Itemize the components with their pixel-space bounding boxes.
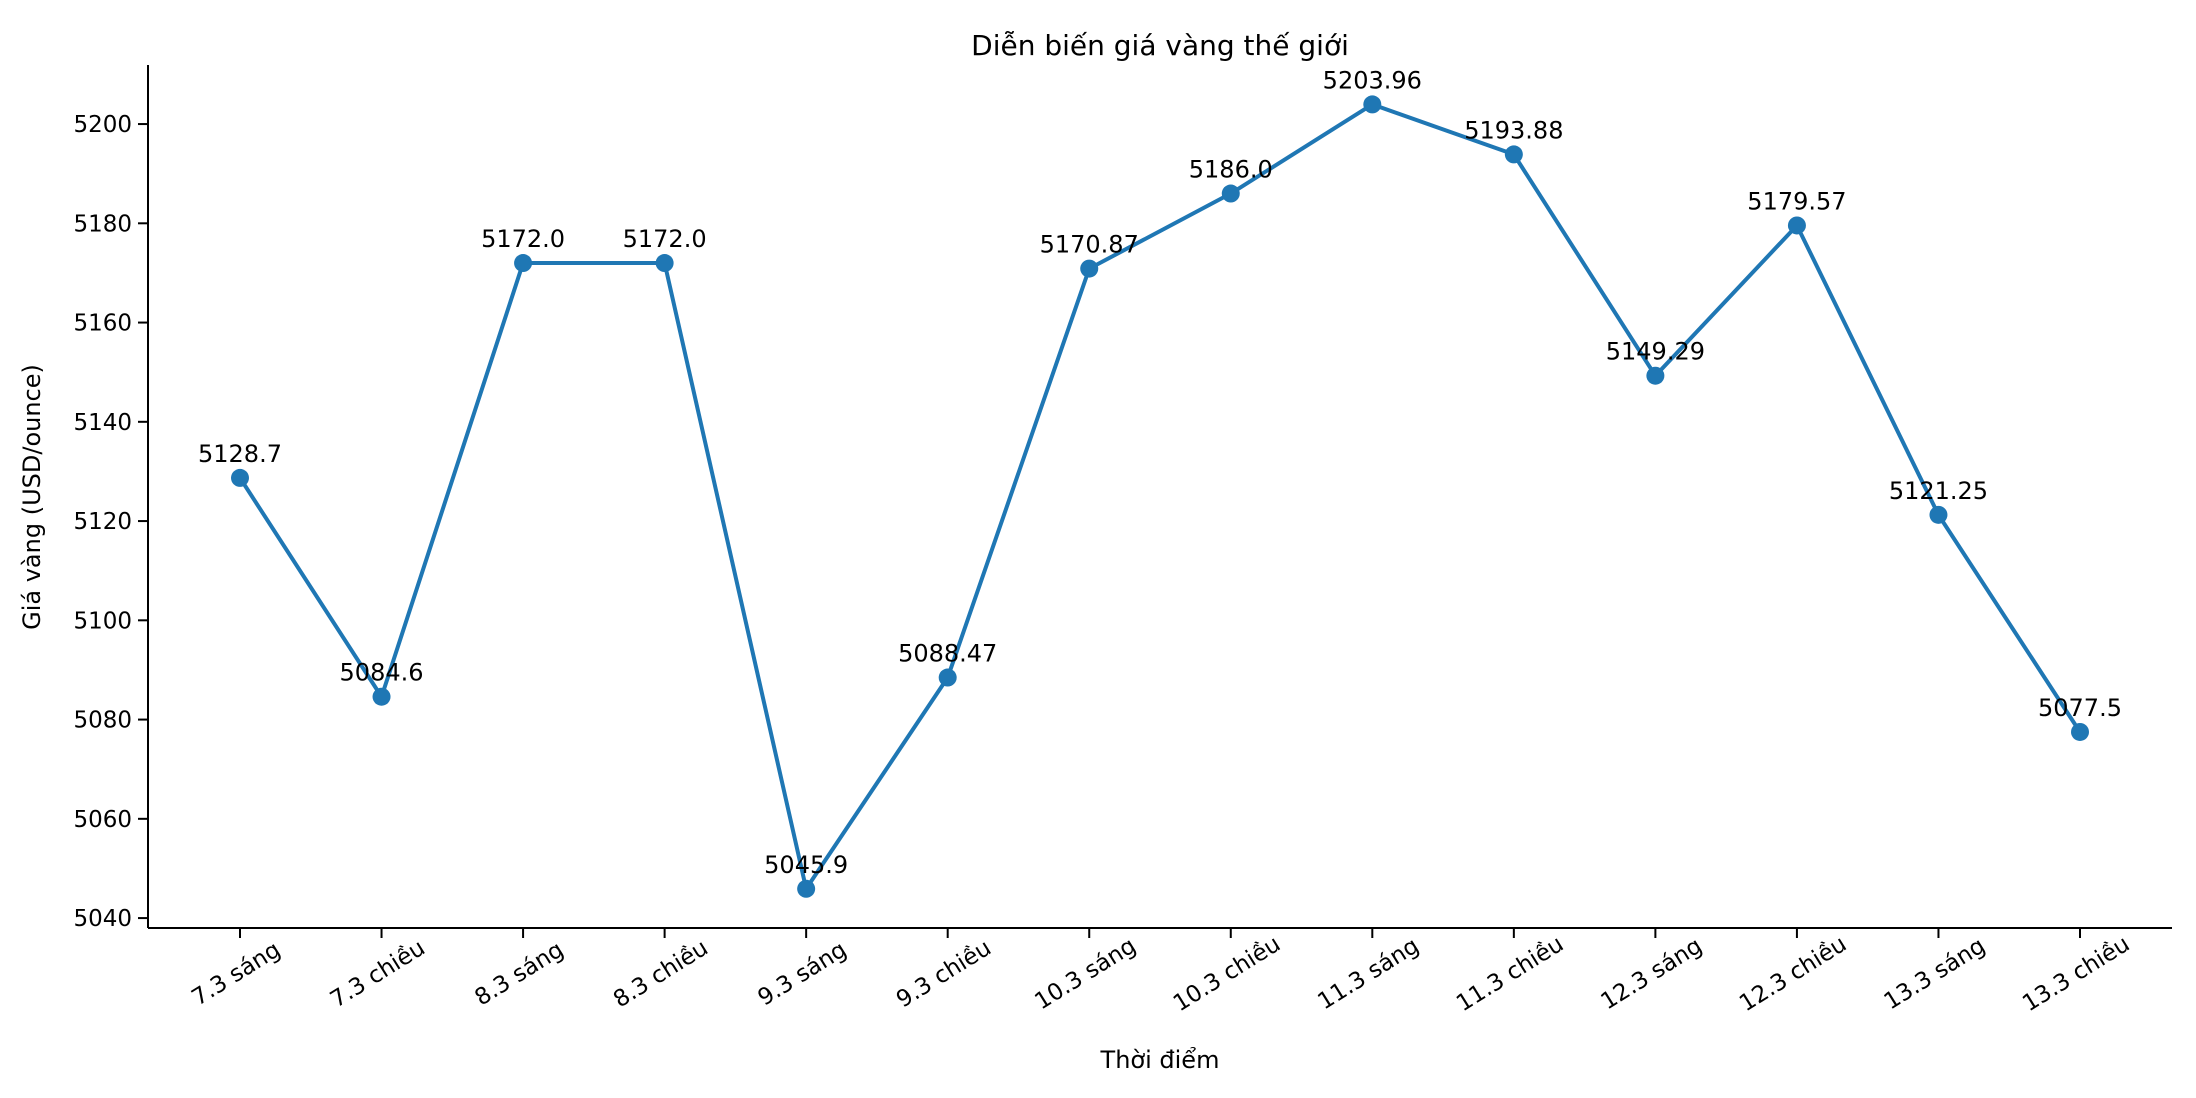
- point-value-labels: 5128.7 5084.6 5172.0 5172.0 5045.9 5088.47 517…: [198, 66, 2122, 878]
- y-tick-label: 5080: [73, 708, 132, 734]
- y-tick-label: 5120: [73, 509, 132, 535]
- chart-title: Diễn biến giá vàng thế giới: [971, 29, 1349, 62]
- point-value-label: 5193.88: [1464, 116, 1563, 144]
- point-value-label: 5172.0: [623, 225, 707, 253]
- x-tick-label: 11.3 chiều: [1452, 931, 1568, 1017]
- price-line: [238, 102, 2082, 891]
- x-tick-label: 8.3 chiều: [609, 935, 713, 1013]
- point-value-label: 5084.6: [340, 659, 424, 687]
- point-value-label: 5088.47: [898, 640, 997, 668]
- data-point-marker: [1929, 505, 1948, 524]
- data-point-marker: [797, 879, 816, 898]
- x-tick-label: 11.3 sáng: [1313, 933, 1423, 1015]
- y-axis-ticks: 5040 5060 5080 5100 5120 5140 5160 5180 5200: [73, 112, 148, 932]
- point-value-label: 5203.96: [1323, 66, 1422, 94]
- x-tick-label: 12.3 chiều: [1735, 931, 1851, 1017]
- data-point-marker: [514, 254, 533, 273]
- point-value-label: 5179.57: [1747, 187, 1846, 215]
- data-point-marker: [231, 468, 249, 487]
- point-value-label: 5170.87: [1040, 231, 1139, 259]
- x-axis-ticks: 7.3 sáng 7.3 chiều 8.3 sáng 8.3 chiều 9.3 sá…: [187, 928, 2134, 1017]
- y-tick-label: 5140: [73, 410, 132, 436]
- y-tick-label: 5040: [73, 906, 132, 932]
- point-value-label: 5121.25: [1889, 477, 1988, 505]
- y-tick-label: 5200: [73, 112, 132, 138]
- data-point-marker: [655, 254, 674, 273]
- x-tick-label: 8.3 sáng: [470, 937, 568, 1012]
- point-value-label: 5045.9: [764, 851, 848, 879]
- x-axis-label: Thời điểm: [1100, 1046, 1220, 1074]
- point-value-label: 5149.29: [1606, 338, 1705, 366]
- x-tick-label: 9.3 sáng: [754, 937, 852, 1012]
- data-point-marker: [1787, 216, 1806, 235]
- data-point-marker: [938, 668, 957, 687]
- data-point-marker: [2071, 722, 2089, 741]
- data-point-marker: [1504, 145, 1523, 164]
- y-tick-label: 5160: [73, 311, 132, 337]
- y-tick-label: 5180: [73, 211, 132, 237]
- x-tick-label: 7.3 sáng: [187, 937, 285, 1012]
- x-tick-label: 9.3 chiều: [892, 935, 996, 1013]
- x-tick-label: 10.3 chiều: [1169, 931, 1285, 1017]
- data-point-marker: [1363, 95, 1382, 114]
- point-value-label: 5128.7: [198, 440, 282, 468]
- y-tick-label: 5100: [73, 608, 132, 634]
- x-tick-label: 13.3 chiều: [2018, 931, 2134, 1017]
- x-tick-label: 13.3 sáng: [1880, 933, 1990, 1015]
- x-tick-label: 7.3 chiều: [326, 935, 430, 1013]
- data-point-marker: [1080, 259, 1099, 278]
- data-point-marker: [1646, 366, 1665, 385]
- axes-spines: [147, 65, 2172, 929]
- data-point-marker: [1221, 184, 1240, 203]
- point-value-label: 5186.0: [1189, 156, 1273, 184]
- y-axis-label: Giá vàng (USD/ounce): [18, 364, 46, 630]
- data-point-marker: [372, 687, 391, 706]
- point-value-label: 5077.5: [2038, 694, 2122, 722]
- point-value-label: 5172.0: [481, 225, 565, 253]
- y-tick-label: 5060: [73, 807, 132, 833]
- price-series: [231, 95, 2089, 898]
- x-tick-label: 10.3 sáng: [1030, 933, 1140, 1015]
- x-tick-label: 12.3 sáng: [1597, 933, 1707, 1015]
